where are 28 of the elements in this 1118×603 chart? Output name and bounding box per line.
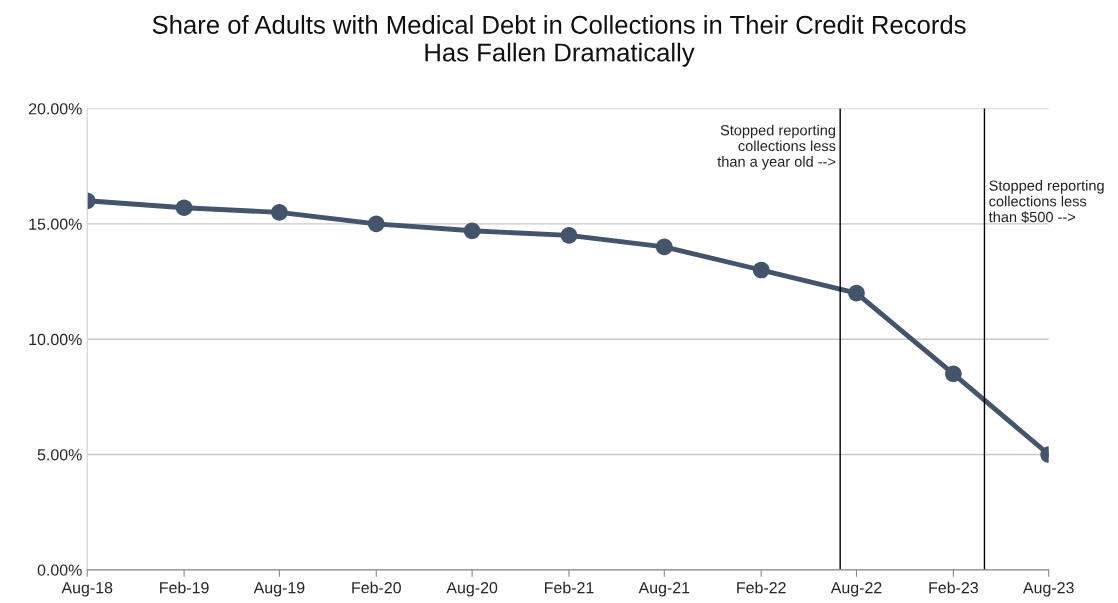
x-tick-label: Aug-22 [830,582,882,597]
y-tick-label: 15.00% [29,218,82,230]
x-tick-label: Feb-19 [160,581,209,594]
y-tick-label: 20.00% [28,103,82,115]
point [945,365,962,383]
point [752,261,770,279]
x-tick-label: Aug-18 [61,582,113,597]
x-tick-label: Feb-21 [545,581,594,594]
x-tick-label: Aug-21 [638,582,690,597]
x-tick-label: Feb-22 [737,581,786,594]
x-tick-label: Feb-20 [352,581,401,594]
point [271,204,288,221]
y-tick-label: 5.00% [37,449,82,461]
point [175,199,193,217]
chart-title: Share of Adults with Medical Debt in Collections in Their Credit Records Has Fallen Dramatically [152,15,966,67]
point [848,284,865,302]
ref-line-label: Stopped reporting collections less than a year old --> [717,124,836,170]
x-tick-label: Aug-20 [446,582,498,597]
x-tick-label: Aug-19 [253,582,305,597]
ref-line-label: Stopped reporting collections less than $500 --> [988,180,1104,224]
point [655,238,673,256]
y-tick-label: 10.00% [29,333,82,346]
point [463,222,481,240]
y-tick-label: 0.00% [37,564,82,576]
point [560,227,578,244]
point [367,215,385,233]
x-tick-label: Feb-23 [929,581,978,594]
x-tick-label: Aug-23 [1022,582,1074,597]
